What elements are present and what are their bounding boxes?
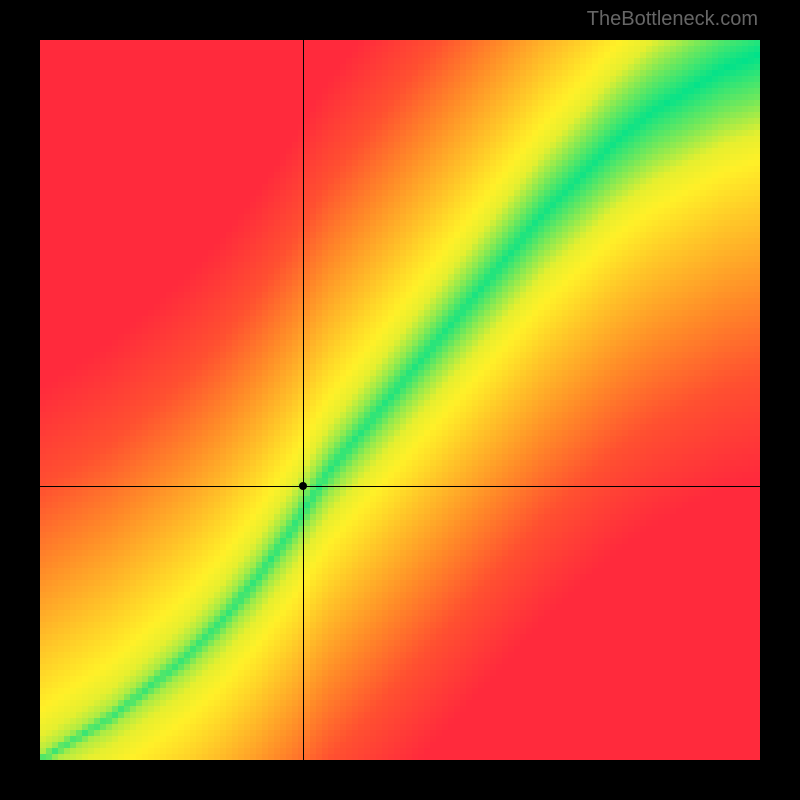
crosshair-horizontal	[40, 486, 760, 487]
crosshair-vertical	[303, 40, 304, 760]
heatmap-canvas	[40, 40, 760, 760]
selection-marker[interactable]	[299, 482, 307, 490]
watermark-text: TheBottleneck.com	[587, 8, 758, 31]
heatmap-plot	[40, 40, 760, 760]
